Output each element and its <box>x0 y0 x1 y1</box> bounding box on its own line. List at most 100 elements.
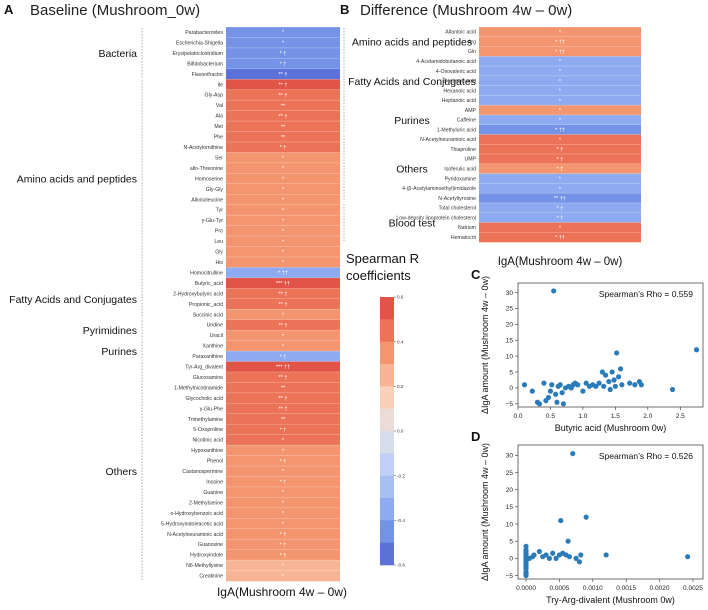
row-label-pyridoxamine: Pyridoxamine <box>445 176 477 182</box>
heat-cell-flavonifractor <box>226 68 340 80</box>
row-label-2-methylserine: 2-Methylserine <box>189 500 223 506</box>
heat-cell-4-acetylaminoethyl-imidazole <box>479 183 641 194</box>
x-tick-label: 0.0015 <box>616 585 636 592</box>
row-label-hexanoic-acid: Hexanoic acid <box>443 88 476 94</box>
sig-mark-n-acetylneuraminic-acid: * <box>559 137 562 143</box>
sig-mark-o-hydroxybenzoic-acid: * <box>282 511 285 517</box>
colorbar-tick-label: -0.6 <box>397 563 405 568</box>
colorbar-segment <box>380 498 394 521</box>
sig-mark-leu: * <box>282 239 285 245</box>
sig-mark-hypoxanthine: * <box>282 448 285 454</box>
heat-cell-ump <box>479 154 641 165</box>
sig-mark-alloisoleucine: * <box>282 197 285 203</box>
row-label-inosine: Inosine <box>206 479 223 485</box>
heat-cell-n-acetylornithine <box>226 141 340 153</box>
scatter-point <box>560 401 567 407</box>
colorbar: 0.6 0.4 0.2 0.0 -0.2 -0.4 -0.6 <box>380 295 405 568</box>
sig-mark-hexanoic-acid: * <box>559 89 562 95</box>
sig-mark-butyric-acid: *** †† <box>276 281 290 287</box>
row-label-5-hydroxyindoleacetic-acid: 5-Hydroxyindoleacetic acid <box>161 521 223 527</box>
y-axis-title: ΔIgA amount (Mushroom 4w – 0w) <box>480 276 490 414</box>
row-label-castanospermine: Castanospermine <box>182 469 223 475</box>
sig-mark-hydroxyindole: * † <box>280 553 287 559</box>
scatter-point <box>549 382 555 388</box>
scatter-point <box>599 369 605 375</box>
row-label-ump: UMP <box>464 157 476 163</box>
colorbar-tick-label: 0.0 <box>397 429 404 434</box>
row-label-succinic-acid: Succinic acid <box>193 312 223 318</box>
heat-cell-phenol <box>226 455 340 467</box>
sig-mark-gly-asp: ** † <box>278 93 287 99</box>
sig-mark-4-acetamidobutanoic-acid: * <box>559 59 562 65</box>
colorbar-segment <box>380 319 394 342</box>
sig-mark-n6-methyllysine: * <box>282 563 285 569</box>
scatter-point <box>612 383 618 389</box>
scatter-point <box>617 366 624 372</box>
y-tick-label: 30 <box>506 290 514 297</box>
colorbar-segment <box>380 341 394 365</box>
row-label-phenol: Phenol <box>207 459 223 465</box>
heat-cell-ile <box>226 79 340 91</box>
heat-cell-4-oxovaleric-acid <box>479 66 641 77</box>
sig-mark-nicotinic-acid: * <box>282 438 285 444</box>
sig-mark-glu-phe: ** † <box>278 407 287 413</box>
heat-cell-creatinine <box>226 570 340 582</box>
heat-cell-paraxanthine <box>226 351 340 362</box>
sig-mark-ump: * † <box>557 157 564 163</box>
heat-cell-4-acetamidobutanoic-acid <box>479 56 641 67</box>
scatter-point <box>546 555 552 561</box>
plot-frame <box>517 444 704 580</box>
sig-mark-5-hydroxyindoleacetic-acid: * <box>282 522 285 528</box>
sig-mark-erysipelatoclostridium: * † <box>280 51 287 57</box>
row-label-isoferulic-acid: Isoferulic acid <box>444 167 476 173</box>
scatter-point <box>541 380 547 386</box>
scatter-point <box>596 380 602 386</box>
y-tick-label: 30 <box>506 453 514 460</box>
y-tick-label: 15 <box>506 338 514 345</box>
y-tick-label: 10 <box>506 353 514 360</box>
row-label-met: Met <box>214 124 223 130</box>
scatter-point <box>521 382 528 388</box>
scatter-point <box>553 555 559 561</box>
legend-title-line1: Spearman R <box>346 251 419 266</box>
heat-cell-bifidobacterium <box>226 58 340 70</box>
scatter-point <box>523 543 529 549</box>
heat-cell-5-hydroxyindoleacetic-acid <box>226 518 340 530</box>
heat-cell-5-oxoproline <box>226 424 340 435</box>
scatter-point <box>576 559 583 565</box>
group-label-blood-test: Blood test <box>389 217 436 229</box>
heat-cell-2-hydroxybutyric-acid <box>226 288 340 300</box>
heat-cell-heptanoic-acid <box>479 95 641 106</box>
scatter-point <box>685 554 691 560</box>
heat-cell-isoferulic-acid <box>479 163 641 174</box>
x-tick-label: 0.0010 <box>583 585 603 592</box>
row-label-paraxanthine: Paraxanthine <box>192 354 223 360</box>
row-label-hematocrit: Hematocrit <box>451 235 477 241</box>
heat-cell-uridine <box>226 319 340 331</box>
heat-cell-gly-gly <box>226 183 340 195</box>
sig-mark-ser: * <box>282 156 285 162</box>
row-label-o-hydroxybenzoic-acid: o-Hydroxybenzoic acid <box>171 511 224 517</box>
colorbar-segment <box>380 453 394 476</box>
sig-mark-uridine: ** † <box>278 323 287 329</box>
heatmap-b: Allantoic acid * Arg * †† Gln * †† 4-Acetamido… <box>343 26 641 243</box>
heat-cell-castanospermine <box>226 466 340 477</box>
row-label-n-acetylornithine: N-Acetylornithine <box>184 145 224 151</box>
row-label-uridine: Uridine <box>207 323 224 329</box>
y-axis-title: ΔIgA amount (Mushroom 4w – 0w) <box>480 443 490 581</box>
group-label-others: Others <box>105 466 137 478</box>
row-label-nicotinic-acid: Nicotinic acid <box>192 438 223 444</box>
row-label-gln: Gln <box>468 49 476 55</box>
scatter-point <box>607 386 613 393</box>
scatter-point <box>536 401 543 407</box>
row-label-thiaproline: Thiaproline <box>450 147 476 153</box>
scatter-d: D 0.0000 0.0005 0.0010 0.0015 0.0020 0.0025 −5 0… <box>471 429 704 605</box>
group-label-amino-acids-and-peptides: Amino acids and peptides <box>17 174 137 186</box>
panel-letter-c: C <box>471 267 481 282</box>
heat-cell-propionic-acid <box>226 298 340 310</box>
row-label-ile: Ile <box>218 82 224 88</box>
sig-mark-bifidobacterium: * † <box>280 62 287 68</box>
scatter-point <box>545 394 552 401</box>
sig-mark-1-methylnicotinamide: ** <box>281 386 286 392</box>
